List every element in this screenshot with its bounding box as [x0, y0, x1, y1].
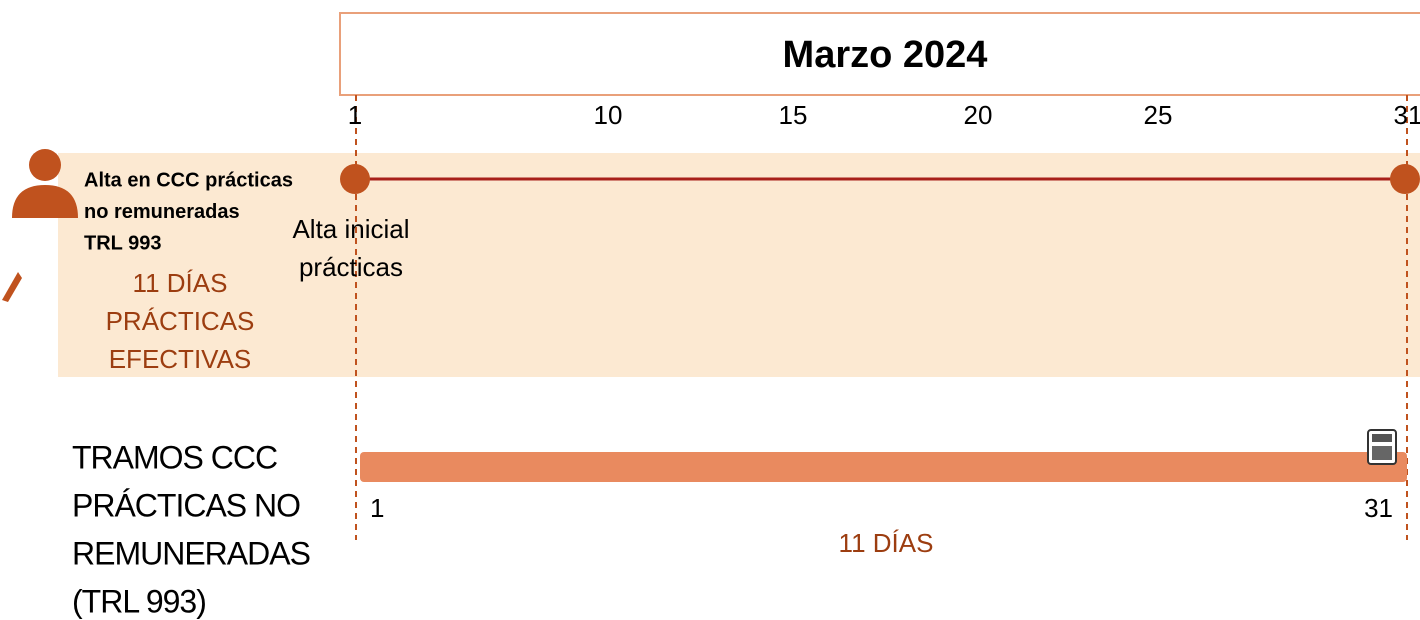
person-icon: [12, 149, 78, 218]
tramos-label: TRAMOS CCC: [72, 439, 277, 475]
tramos-label: PRÁCTICAS NO: [72, 487, 300, 523]
tramo-bar: [360, 452, 1407, 482]
tramo-end: 31: [1364, 493, 1393, 523]
tramo-start: 1: [370, 493, 384, 523]
tramo-duration: 11 DÍAS: [839, 528, 934, 558]
end-dot: [1390, 164, 1420, 194]
tramos-label: REMUNERADAS: [72, 535, 310, 571]
row-label: Alta en CCC prácticas: [84, 169, 293, 191]
row-label: no remuneradas: [84, 201, 240, 223]
row-days: PRÁCTICAS: [106, 306, 255, 336]
day-tick: 20: [964, 100, 993, 130]
day-tick: 15: [779, 100, 808, 130]
brush-mark: [2, 272, 22, 302]
header-box: [339, 12, 1420, 96]
day-tick: 25: [1144, 100, 1173, 130]
day-tick: 10: [594, 100, 623, 130]
header-title: Marzo 2024: [783, 34, 988, 76]
row-days: 11 DÍAS: [133, 268, 228, 298]
event-label: prácticas: [299, 252, 403, 282]
day-tick: 31: [1394, 100, 1420, 130]
start-dot: [340, 164, 370, 194]
row-days: EFECTIVAS: [109, 344, 252, 374]
row-band: [58, 153, 1420, 377]
tramos-label: (TRL 993): [72, 583, 206, 619]
event-label: Alta inicial: [292, 214, 409, 244]
day-tick: 1: [348, 100, 362, 130]
row-label: TRL 993: [84, 232, 161, 254]
calculator-icon: [1367, 429, 1397, 465]
